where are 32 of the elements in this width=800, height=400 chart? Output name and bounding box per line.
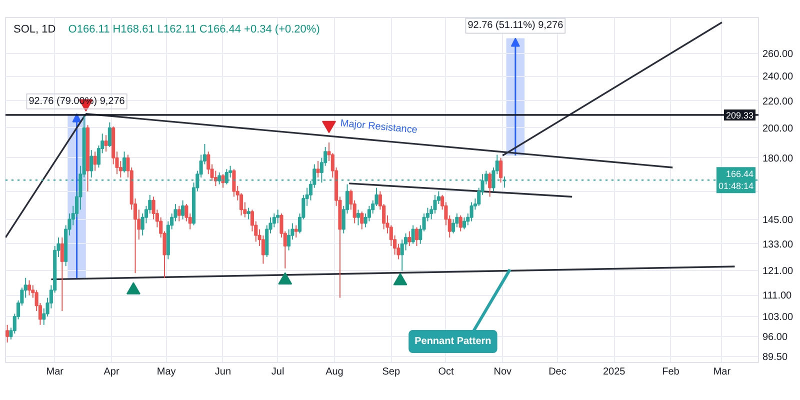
x-tick-label: Jul [271, 366, 284, 378]
x-tick-label: Mar [46, 366, 64, 378]
x-tick-label: Apr [104, 366, 120, 378]
annotation: Major Resistance [340, 118, 418, 136]
x-tick-label: 2025 [602, 366, 626, 378]
y-tick-label: 103.00 [762, 312, 794, 323]
x-tick-label: Oct [438, 366, 454, 378]
y-tick-label: 133.00 [762, 239, 794, 250]
y-tick-label: 180.00 [762, 153, 794, 164]
y-tick-label: 240.00 [762, 72, 794, 83]
y-tick-label: 200.00 [762, 123, 794, 134]
x-tick-label: Mar [713, 366, 732, 378]
x-tick-label: Jun [214, 366, 232, 378]
y-tick-label: 121.00 [762, 266, 794, 278]
x-tick-label: Aug [326, 366, 344, 378]
data-label: 92.76 (51.11%) 9,276 [468, 20, 564, 32]
y-tick-label: 220.00 [762, 96, 794, 108]
x-tick-label: May [156, 366, 176, 378]
ref-line-label: 209.33 [726, 110, 754, 120]
ref-line-label: 166.44 01:48:14 [718, 169, 754, 192]
x-tick-label: Feb [662, 366, 680, 378]
x-tick-label: Sep [382, 366, 400, 378]
y-tick-label: 89.50 [762, 352, 788, 363]
text: SOL, 1D [14, 24, 56, 36]
x-tick-label: Nov [494, 366, 512, 378]
x-tick-label: Dec [548, 366, 566, 378]
annotation: Pennant Pattern [414, 336, 492, 348]
y-tick-label: 96.00 [762, 332, 788, 343]
y-tick-label: 145.00 [762, 214, 794, 226]
y-tick-label: 111.00 [762, 290, 792, 302]
text: O166.11 H168.61 L162.11 C166.44 +0.34 (+0.20%) [68, 24, 320, 36]
y-tick-label: 260.00 [762, 48, 794, 60]
